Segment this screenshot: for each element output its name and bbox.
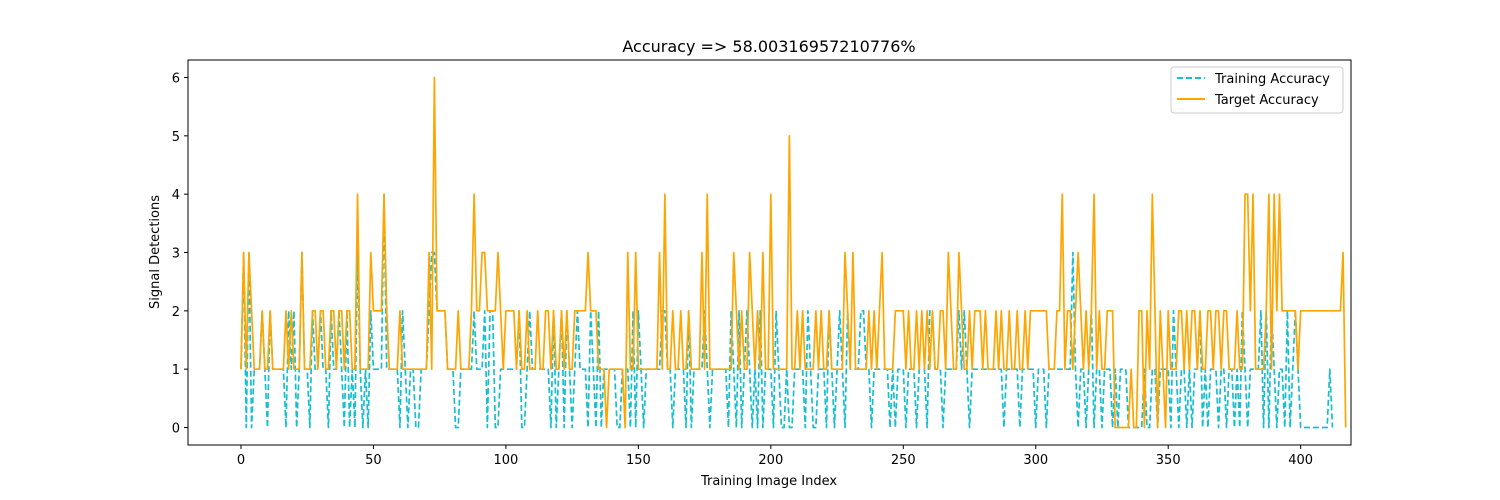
chart-title: Accuracy => 58.00316957210776%: [622, 37, 915, 56]
legend: Training Accuracy Target Accuracy: [1170, 66, 1344, 114]
y-tick-label: 3: [172, 247, 180, 262]
x-tick-label: 350: [1156, 453, 1181, 468]
legend-label-target-accuracy: Target Accuracy: [1214, 93, 1319, 108]
x-tick-label: 150: [626, 453, 651, 468]
series-layer: [240, 76, 1347, 429]
x-tick-label: 50: [365, 453, 382, 468]
x-tick-label: 100: [493, 453, 518, 468]
y-tick-label: 4: [172, 188, 180, 203]
x-axis-label: Training Image Index: [700, 474, 837, 489]
y-axis-label: Signal Detections: [148, 195, 163, 309]
y-tick-label: 0: [172, 422, 180, 437]
x-tick-label: 200: [758, 453, 783, 468]
series-line-training-accuracy: [240, 193, 1334, 429]
y-tick-label: 1: [172, 363, 180, 378]
x-tick-label: 400: [1288, 453, 1313, 468]
y-tick-label: 2: [172, 305, 180, 320]
axis-layer: 0 50 100 150 200 250 300 350 400 0 1 2 3 4 5 6: [172, 72, 1313, 469]
y-tick-label: 5: [172, 130, 180, 145]
x-tick-label: 0: [237, 453, 245, 468]
x-tick-label: 250: [891, 453, 916, 468]
x-tick-label: 300: [1023, 453, 1048, 468]
series-line-target-accuracy: [240, 76, 1347, 429]
legend-box: [1170, 66, 1344, 114]
legend-label-training-accuracy: Training Accuracy: [1214, 72, 1330, 87]
y-tick-label: 6: [172, 72, 180, 87]
